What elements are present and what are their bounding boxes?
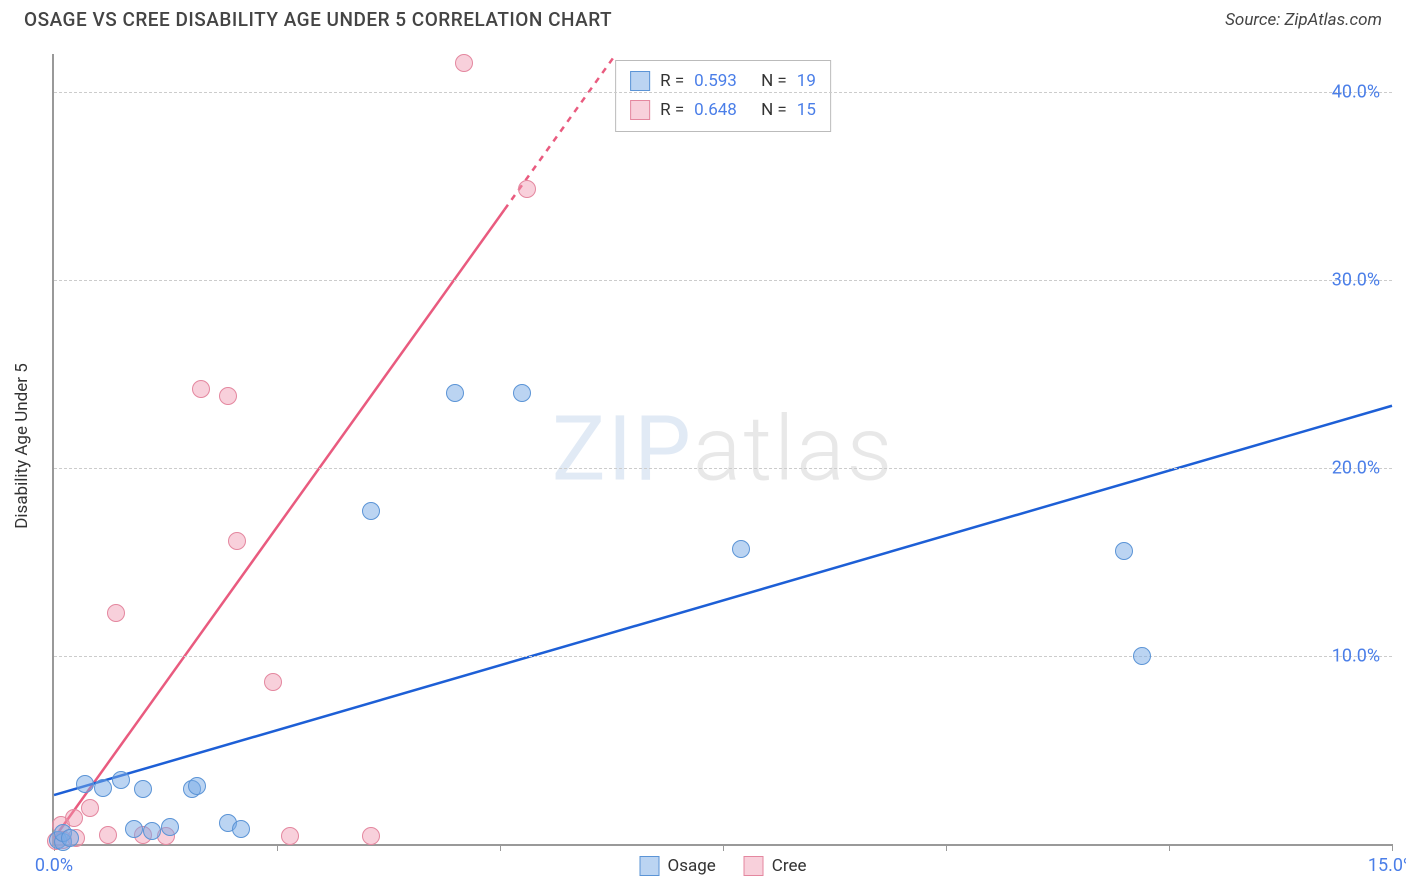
y-tick-label: 20.0% <box>1332 457 1380 478</box>
x-tick <box>723 844 724 851</box>
watermark-bold: ZIP <box>552 397 693 502</box>
trend-line-osage <box>54 406 1392 795</box>
r-value-cree: 0.648 <box>694 96 737 125</box>
trend-lines-layer <box>54 54 1392 844</box>
data-point-osage <box>161 818 179 836</box>
legend-row-cree: R = 0.648 N = 15 <box>630 96 816 125</box>
y-tick-label: 40.0% <box>1332 81 1380 102</box>
scatter-chart: ZIPatlas R = 0.593 N = 19 R = 0.648 N = … <box>52 54 1392 846</box>
y-axis-label: Disability Age Under 5 <box>12 363 32 529</box>
chart-header: OSAGE VS CREE DISABILITY AGE UNDER 5 COR… <box>0 0 1406 39</box>
r-label: R = <box>660 96 684 125</box>
data-point-osage <box>1133 647 1151 665</box>
gridline <box>54 280 1392 281</box>
data-point-osage <box>134 780 152 798</box>
data-point-osage <box>188 777 206 795</box>
data-point-osage <box>1115 542 1133 560</box>
legend-item-cree: Cree <box>744 856 807 876</box>
data-point-cree <box>264 673 282 691</box>
swatch-cree <box>744 856 764 876</box>
data-point-osage <box>143 822 161 840</box>
data-point-osage <box>446 384 464 402</box>
series-legend: Osage Cree <box>640 856 807 876</box>
data-point-cree <box>518 180 536 198</box>
data-point-cree <box>192 380 210 398</box>
x-tick <box>500 844 501 851</box>
data-point-osage <box>513 384 531 402</box>
data-point-cree <box>281 827 299 845</box>
y-tick-label: 10.0% <box>1332 645 1380 666</box>
watermark-thin: atlas <box>693 397 894 502</box>
data-point-cree <box>219 387 237 405</box>
trend-line-cree <box>54 210 504 839</box>
correlation-legend: R = 0.593 N = 19 R = 0.648 N = 15 <box>615 60 831 132</box>
swatch-osage <box>640 856 660 876</box>
data-point-cree <box>107 604 125 622</box>
x-tick <box>277 844 278 851</box>
data-point-cree <box>455 54 473 72</box>
legend-label-cree: Cree <box>772 856 807 876</box>
x-tick-label: 15.0% <box>1368 855 1406 876</box>
swatch-cree <box>630 100 650 120</box>
legend-item-osage: Osage <box>640 856 716 876</box>
chart-title: OSAGE VS CREE DISABILITY AGE UNDER 5 COR… <box>24 8 612 31</box>
source-name: ZipAtlas.com <box>1284 10 1382 30</box>
data-point-cree <box>99 826 117 844</box>
data-point-osage <box>362 502 380 520</box>
gridline <box>54 656 1392 657</box>
data-point-osage <box>61 829 79 847</box>
y-tick-label: 30.0% <box>1332 269 1380 290</box>
gridline <box>54 92 1392 93</box>
gridline <box>54 468 1392 469</box>
source-prefix: Source: <box>1225 10 1284 30</box>
data-point-osage <box>76 775 94 793</box>
x-tick-label: 0.0% <box>35 855 73 876</box>
x-tick <box>946 844 947 851</box>
data-point-osage <box>732 540 750 558</box>
data-point-osage <box>112 771 130 789</box>
data-point-osage <box>94 779 112 797</box>
n-label: N = <box>761 96 787 125</box>
swatch-osage <box>630 71 650 91</box>
n-value-cree: 15 <box>797 96 816 125</box>
watermark: ZIPatlas <box>552 397 894 502</box>
x-tick <box>1392 844 1393 851</box>
data-point-osage <box>232 820 250 838</box>
data-point-cree <box>362 827 380 845</box>
legend-label-osage: Osage <box>668 856 716 876</box>
data-point-cree <box>228 532 246 550</box>
data-point-cree <box>81 799 99 817</box>
x-tick <box>1169 844 1170 851</box>
data-point-osage <box>125 820 143 838</box>
source-attribution: Source: ZipAtlas.com <box>1225 10 1382 30</box>
